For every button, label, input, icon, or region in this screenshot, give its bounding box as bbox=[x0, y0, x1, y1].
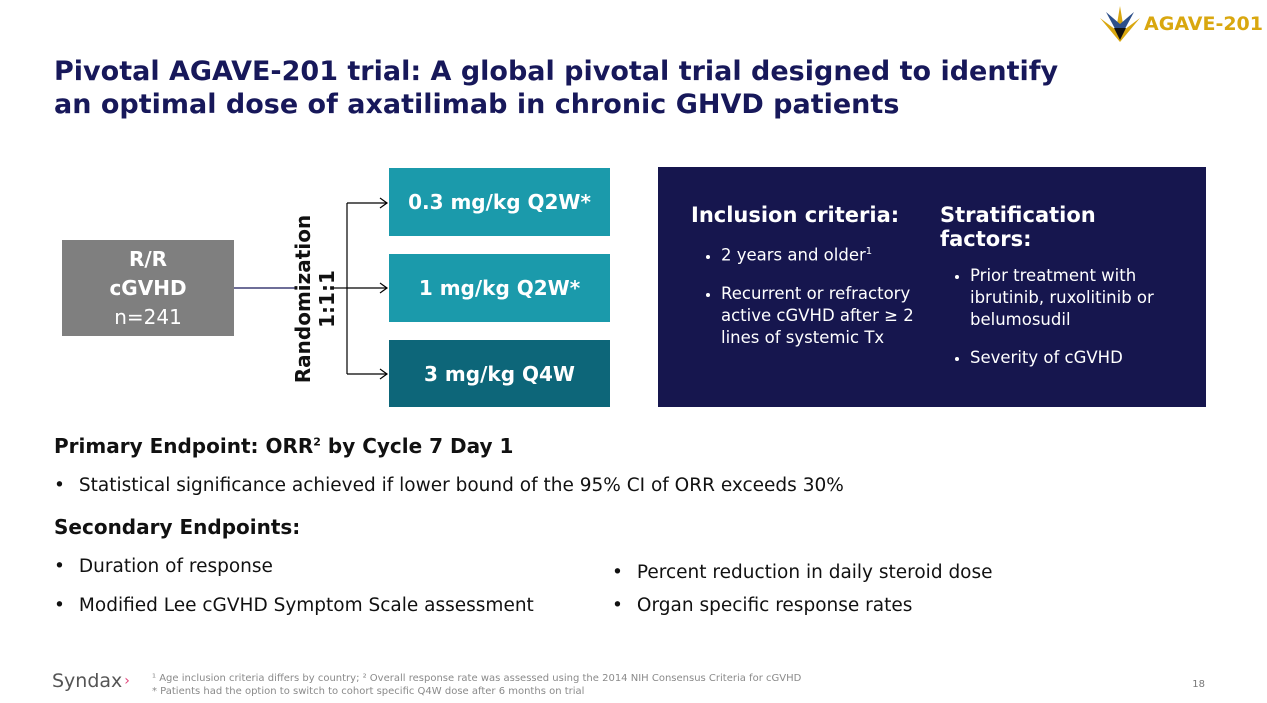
secondary-endpoints-title: Secondary Endpoints: bbox=[54, 515, 301, 539]
inclusion-criteria: Inclusion criteria: 2 years and older1 R… bbox=[691, 203, 921, 365]
arm-1mgkg: 1 mg/kg Q2W* bbox=[389, 254, 610, 322]
inclusion-item: Recurrent or refractory active cGVHD aft… bbox=[721, 283, 921, 349]
population-label: R/R bbox=[128, 246, 168, 271]
inclusion-item: 2 years and older1 bbox=[721, 241, 921, 267]
secondary-endpoint-item: • Modified Lee cGVHD Symptom Scale assess… bbox=[54, 595, 534, 616]
population-disease: cGVHD bbox=[109, 275, 187, 300]
population-count: n=241 bbox=[114, 304, 182, 329]
randomization-label: Randomization 1:1:1 bbox=[291, 214, 339, 384]
arm-0-3mgkg: 0.3 mg/kg Q2W* bbox=[389, 168, 610, 236]
logo-text: AGAVE-201 bbox=[1144, 13, 1263, 35]
criteria-panel: Inclusion criteria: 2 years and older1 R… bbox=[658, 167, 1206, 407]
agave-logo: AGAVE-201 bbox=[1100, 4, 1263, 44]
inclusion-title: Inclusion criteria: bbox=[691, 203, 900, 227]
slide-title: Pivotal AGAVE-201 trial: A global pivota… bbox=[54, 56, 1059, 120]
randomization-connectors bbox=[234, 197, 389, 380]
stratification-item: Severity of cGVHD bbox=[970, 347, 1190, 369]
population-box: R/R cGVHD n=241 bbox=[62, 240, 234, 336]
stratification-item: Prior treatment with ibrutinib, ruxoliti… bbox=[970, 265, 1190, 331]
stratification-title: Stratification factors: bbox=[940, 203, 1096, 251]
primary-endpoint-bullet: • Statistical significance achieved if lo… bbox=[54, 475, 844, 496]
syndax-logo: Syndax › bbox=[52, 670, 130, 692]
arm-3mgkg: 3 mg/kg Q4W bbox=[389, 340, 610, 407]
stratification-factors: Stratification factors: Prior treatment … bbox=[940, 203, 1190, 385]
agave-star-icon bbox=[1100, 6, 1141, 42]
primary-endpoint-title: Primary Endpoint: ORR2 by Cycle 7 Day 1 bbox=[54, 434, 514, 458]
syndax-mark-icon: › bbox=[124, 673, 130, 689]
secondary-endpoint-item: • Duration of response bbox=[54, 556, 273, 577]
page-number: 18 bbox=[1192, 679, 1205, 690]
secondary-endpoint-item: • Percent reduction in daily steroid dose bbox=[612, 562, 993, 583]
footnotes: ¹ Age inclusion criteria differs by coun… bbox=[152, 673, 802, 697]
secondary-endpoint-item: • Organ specific response rates bbox=[612, 595, 913, 616]
